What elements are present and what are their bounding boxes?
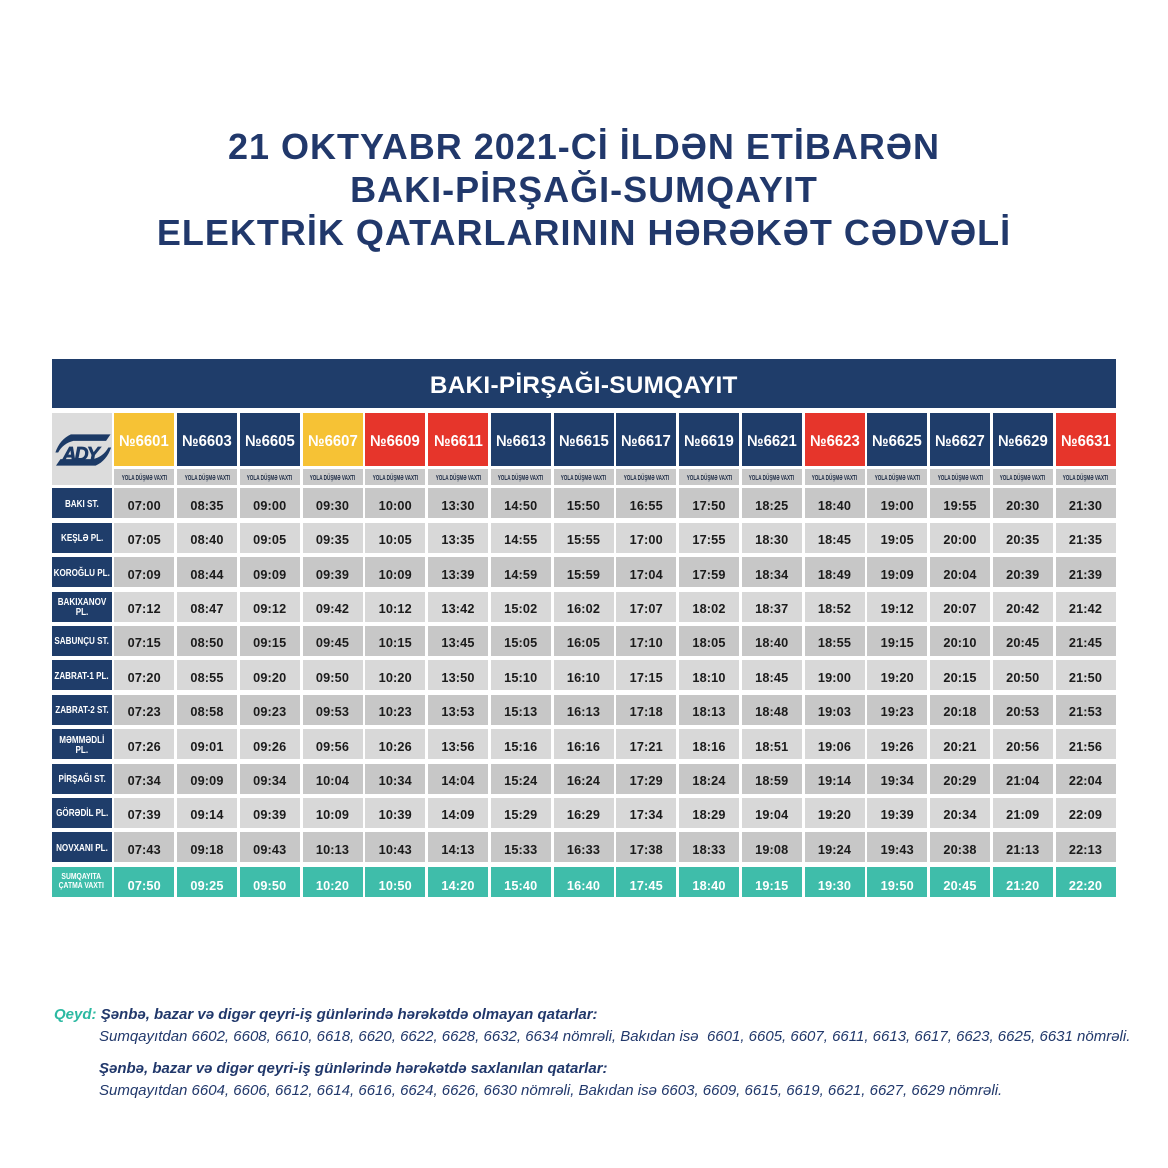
svg-text:ADY: ADY — [61, 444, 101, 465]
